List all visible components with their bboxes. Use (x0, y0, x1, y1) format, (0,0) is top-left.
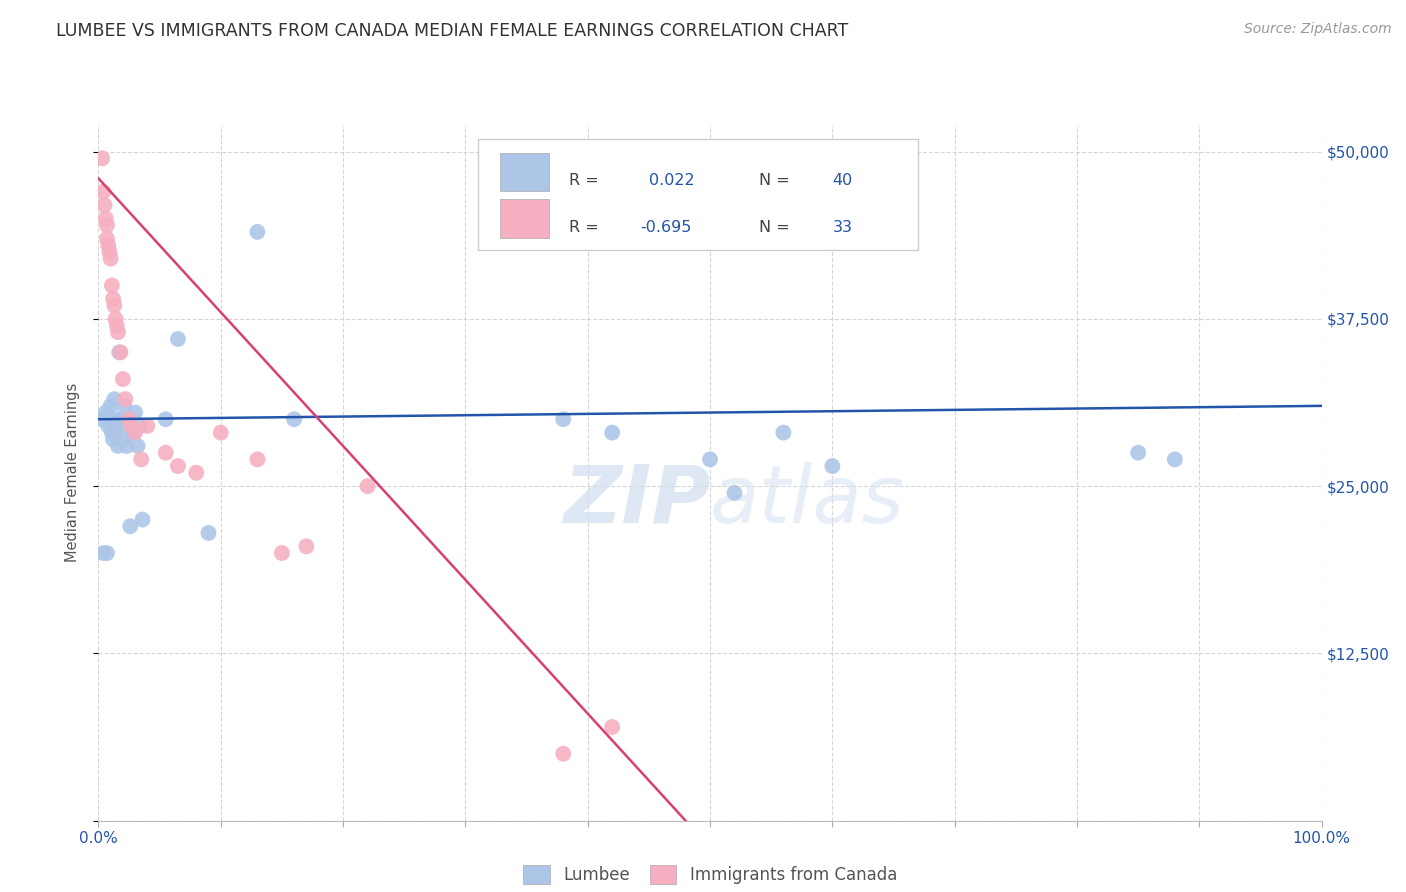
Point (111, 433, 134, 447)
Point (699, 452, 721, 467)
Point (118, 412, 141, 426)
Point (112, 399, 135, 413)
Point (124, 425, 146, 440)
Point (94, 405, 117, 420)
Point (91, 412, 114, 426)
Point (114, 412, 136, 426)
Point (124, 405, 146, 420)
Point (101, 433, 124, 447)
Text: 0.022: 0.022 (650, 173, 695, 188)
Text: LUMBEE VS IMMIGRANTS FROM CANADA MEDIAN FEMALE EARNINGS CORRELATION CHART: LUMBEE VS IMMIGRANTS FROM CANADA MEDIAN … (56, 22, 848, 40)
Point (553, 412, 575, 426)
Point (110, 345, 132, 359)
Point (821, 458, 844, 473)
Point (197, 525, 219, 540)
Point (114, 392, 136, 407)
Point (129, 452, 152, 467)
Point (129, 419, 152, 434)
Point (91, 152, 114, 166)
Point (136, 419, 159, 434)
Text: -0.695: -0.695 (640, 219, 692, 235)
Text: 33: 33 (832, 219, 852, 235)
Point (96, 546, 118, 560)
Text: R =: R = (569, 219, 599, 235)
Point (1164, 452, 1187, 467)
Point (723, 485, 745, 500)
Point (118, 412, 141, 426)
Legend: Lumbee, Immigrants from Canada: Lumbee, Immigrants from Canada (515, 856, 905, 892)
Point (155, 446, 177, 460)
Point (98, 412, 121, 426)
Point (96, 232, 118, 246)
Point (96, 219, 118, 233)
Point (107, 439, 129, 453)
Point (91, 185, 114, 199)
Point (600, 720, 623, 734)
Text: R =: R = (569, 173, 599, 188)
Point (127, 439, 149, 453)
Bar (499, 153, 548, 191)
Text: N =: N = (759, 219, 790, 235)
Point (103, 298, 125, 313)
Point (115, 439, 138, 453)
Point (104, 312, 127, 326)
Text: 40: 40 (832, 173, 852, 188)
Point (97, 238, 120, 252)
Point (101, 425, 124, 440)
Point (98, 244, 121, 259)
Point (167, 458, 190, 473)
Point (186, 466, 208, 480)
Text: ZIP: ZIP (562, 461, 710, 540)
Point (356, 479, 378, 493)
Point (295, 539, 318, 553)
Point (131, 512, 153, 526)
Point (121, 425, 143, 440)
Point (270, 546, 294, 560)
Point (91, 546, 114, 560)
Bar (499, 199, 548, 237)
Point (100, 252, 122, 266)
Point (167, 332, 190, 346)
Point (103, 392, 125, 407)
Point (105, 412, 128, 426)
Point (283, 412, 305, 426)
Point (93, 198, 115, 212)
Point (111, 372, 134, 386)
FancyBboxPatch shape (478, 139, 918, 250)
Text: atlas: atlas (710, 461, 905, 540)
Point (246, 452, 269, 467)
Point (120, 519, 142, 533)
Point (104, 425, 127, 440)
Text: Source: ZipAtlas.com: Source: ZipAtlas.com (1244, 22, 1392, 37)
Point (97, 419, 120, 434)
Point (107, 325, 129, 339)
Point (246, 225, 269, 239)
Point (155, 412, 177, 426)
Point (120, 419, 142, 434)
Point (111, 412, 134, 426)
Point (553, 747, 575, 761)
Text: N =: N = (759, 173, 790, 188)
Point (108, 345, 131, 359)
Point (600, 425, 623, 440)
Point (101, 278, 124, 293)
Point (1128, 446, 1150, 460)
Point (100, 399, 122, 413)
Point (105, 318, 128, 333)
Point (772, 425, 794, 440)
Point (94, 211, 117, 226)
Point (101, 292, 124, 306)
Point (110, 419, 132, 434)
Point (209, 425, 232, 440)
Y-axis label: Median Female Earnings: Median Female Earnings (65, 384, 80, 562)
